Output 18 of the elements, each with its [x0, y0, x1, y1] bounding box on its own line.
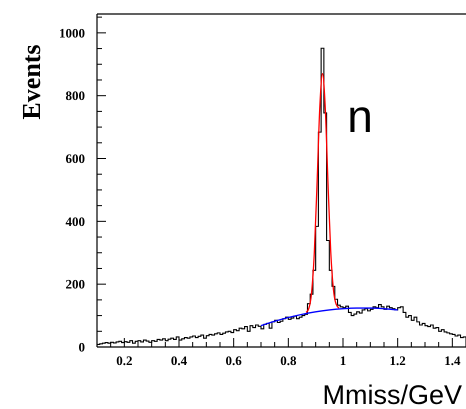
x-axis-title: Mmiss/GeV — [322, 380, 462, 409]
y-tick-label: 1000 — [59, 25, 85, 40]
line-series — [305, 73, 340, 314]
y-axis-title: Events — [17, 44, 46, 120]
x-tick-label: 0.2 — [116, 353, 132, 368]
x-tick-label: 0.6 — [226, 353, 242, 368]
x-tick-label: 1 — [340, 353, 346, 368]
line-series — [260, 307, 398, 326]
y-tick-label: 800 — [66, 88, 85, 104]
x-tick-label: 1.4 — [444, 353, 461, 368]
y-tick-label: 0 — [78, 340, 85, 355]
annotation: n — [347, 90, 373, 142]
x-tick-label: 0.4 — [170, 353, 188, 368]
x-tick-label: 0.8 — [280, 353, 297, 368]
y-tick-label: 400 — [66, 214, 85, 229]
y-tick-label: 600 — [66, 151, 85, 166]
x-tick-label: 1.2 — [390, 353, 406, 368]
y-tick-label: 200 — [66, 276, 85, 292]
